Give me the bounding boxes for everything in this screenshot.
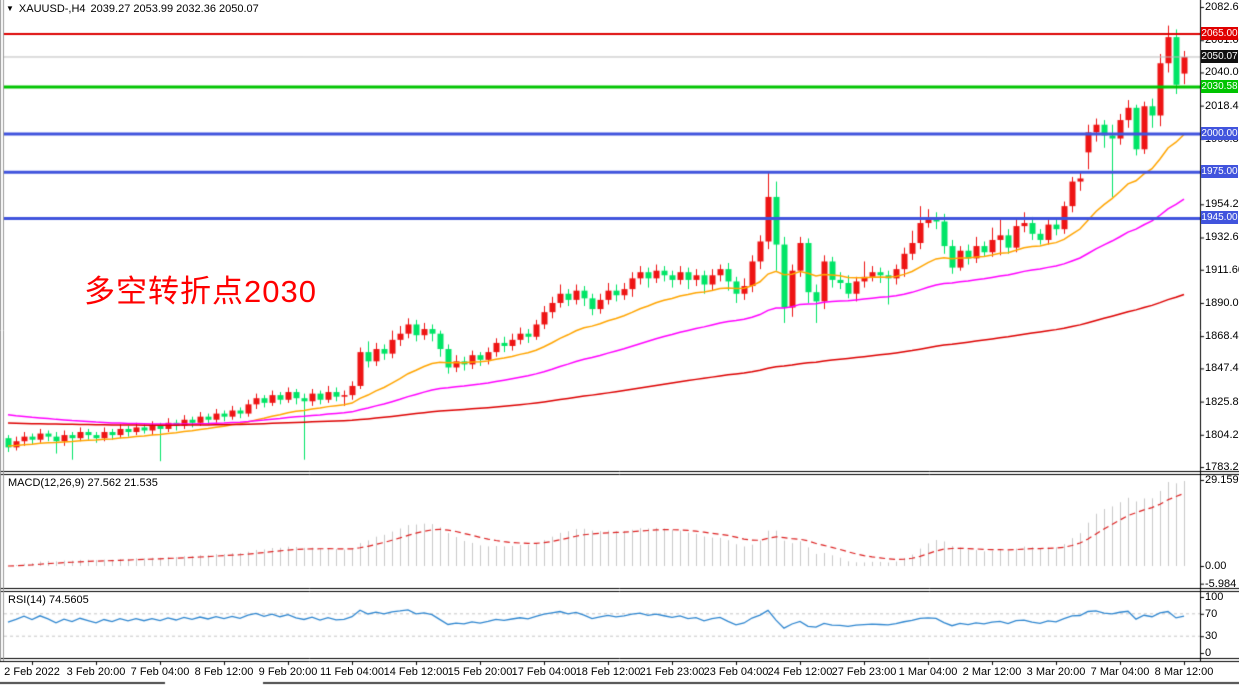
rsi-tick-label: 70 [1205, 607, 1218, 620]
price-tick-label: 1868.40 [1205, 330, 1239, 343]
price-tick-label: 1783.20 [1205, 461, 1239, 474]
price-tick-label: 1847.40 [1205, 362, 1239, 375]
price-tick-label: 2018.40 [1205, 99, 1239, 112]
price-line-badge[interactable]: 2065.00 [1201, 27, 1238, 41]
time-tick-label: 21 Feb 23:00 [639, 666, 705, 678]
price-tick-label: 1911.60 [1205, 263, 1239, 276]
price-line-badge[interactable]: 1975.00 [1201, 165, 1238, 179]
symbol-period-label: XAUUSD-,H4 [18, 3, 86, 15]
macd-indicator-label: MACD(12,26,9) 27.562 21.535 [8, 477, 158, 489]
time-tick-label: 7 Mar 04:00 [1090, 666, 1150, 678]
price-line-badge[interactable]: 1945.00 [1201, 211, 1238, 225]
chart-title-bar: ▼ XAUUSD-,H4 2039.27 2053.99 2032.36 205… [6, 3, 259, 15]
rsi-tick-label: 30 [1205, 630, 1218, 643]
price-tick-label: 1804.20 [1205, 428, 1239, 441]
collapse-panel-icon[interactable]: ▼ [6, 4, 14, 13]
rsi-tick-label: 0 [1205, 647, 1212, 659]
time-tick-label: 7 Feb 04:00 [130, 666, 190, 678]
time-tick-label: 8 Mar 12:00 [1154, 666, 1214, 678]
time-tick-label: 2 Mar 12:00 [962, 666, 1022, 678]
time-tick-label: 1 Mar 04:00 [898, 666, 958, 678]
annotation-text: 多空转折点2030 [84, 274, 317, 309]
price-line-badge[interactable]: 2000.00 [1201, 126, 1238, 140]
time-tick-label: 3 Feb 20:00 [66, 666, 126, 678]
macd-tick-label: -5.984 [1205, 577, 1237, 590]
time-tick-label: 3 Mar 20:00 [1026, 666, 1086, 678]
time-tick-label: 11 Feb 04:00 [319, 666, 385, 678]
price-tick-label: 1954.20 [1205, 198, 1239, 211]
current-price-badge: 2050.07 [1201, 49, 1238, 63]
time-tick-label: 23 Feb 04:00 [703, 666, 769, 678]
macd-tick-label: 29.159 [1205, 473, 1239, 486]
price-tick-label: 1890.00 [1205, 296, 1239, 309]
time-tick-label: 14 Feb 12:00 [383, 666, 449, 678]
time-tick-label: 18 Feb 12:00 [575, 666, 641, 678]
time-tick-label: 24 Feb 12:00 [767, 666, 833, 678]
price-line-badge[interactable]: 2030.58 [1201, 79, 1238, 93]
price-tick-label: 1825.80 [1205, 395, 1239, 408]
ohlc-readout: 2039.27 2053.99 2032.36 2050.07 [90, 3, 259, 15]
time-tick-label: 9 Feb 20:00 [258, 666, 318, 678]
time-tick-label: 17 Feb 04:00 [511, 666, 577, 678]
price-tick-label: 1932.60 [1205, 231, 1239, 244]
time-tick-label: 27 Feb 23:00 [831, 666, 897, 678]
time-tick-label: 2 Feb 2022 [4, 666, 60, 678]
price-tick-label: 2040.00 [1205, 66, 1239, 79]
rsi-indicator-label: RSI(14) 74.5605 [8, 594, 89, 606]
time-tick-label: 8 Feb 12:00 [194, 666, 254, 678]
time-tick-label: 15 Feb 20:00 [447, 666, 513, 678]
price-tick-label: 2082.60 [1205, 1, 1239, 13]
macd-tick-label: 0.00 [1205, 560, 1227, 572]
rsi-tick-label: 100 [1205, 591, 1224, 603]
